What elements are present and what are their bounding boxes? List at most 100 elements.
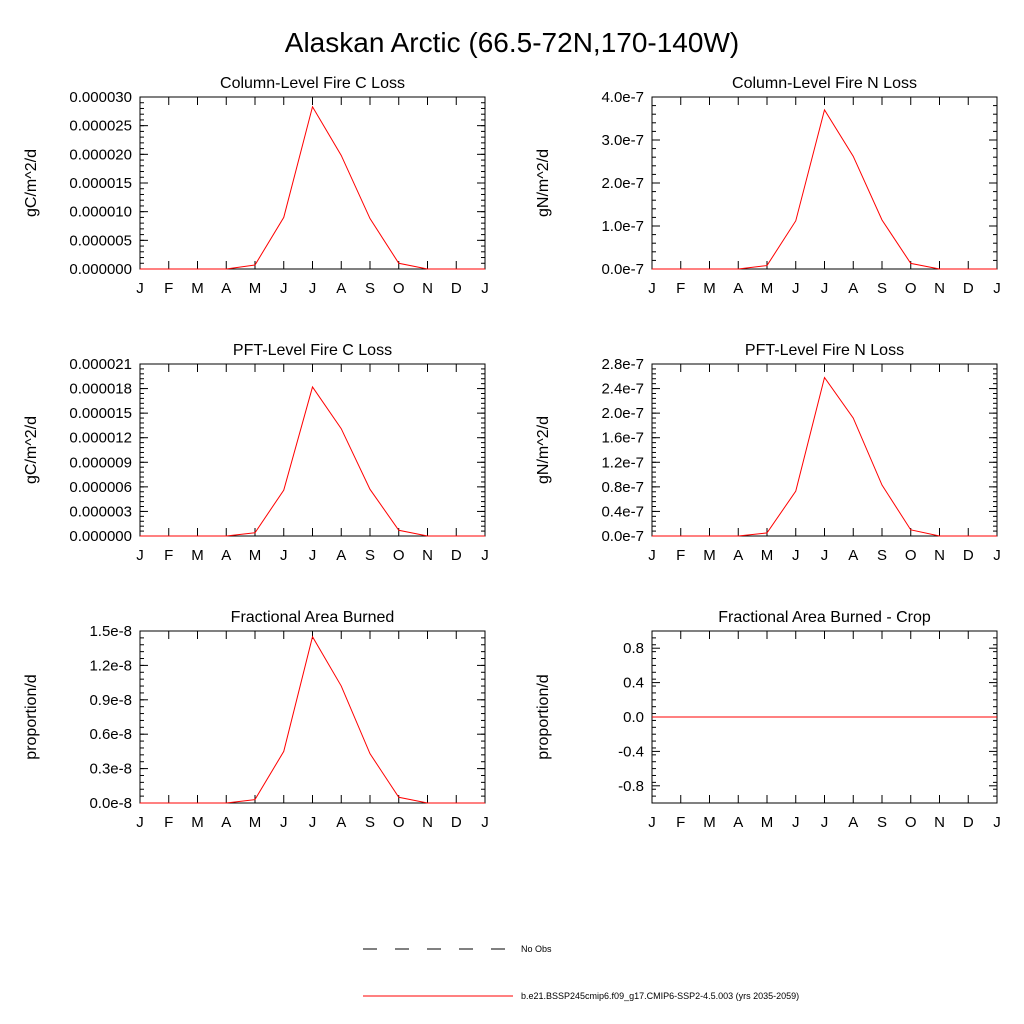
x-tick-label: A [848,280,858,297]
x-tick-label: J [648,547,656,564]
panel-title: Column-Level Fire C Loss [220,75,405,92]
x-tick-label: A [733,814,743,831]
x-tick-label: N [422,280,433,297]
y-tick-label: 1.2e-8 [89,657,132,674]
x-tick-label: S [877,280,887,297]
x-tick-label: S [365,280,375,297]
y-tick-label: 0.000020 [69,146,132,163]
y-tick-label: 0.000005 [69,232,132,249]
x-tick-label: O [905,280,917,297]
x-tick-label: A [336,814,346,831]
x-tick-label: F [676,280,685,297]
panel-title: Fractional Area Burned - Crop [718,609,931,626]
x-tick-label: N [934,814,945,831]
x-tick-label: A [733,547,743,564]
y-tick-label: 0.0e-7 [601,528,644,545]
x-tick-label: M [703,280,716,297]
y-tick-label: 0.000006 [69,479,132,496]
x-tick-label: J [280,814,288,831]
y-tick-label: 1.6e-7 [601,430,644,447]
x-tick-label: D [451,280,462,297]
plot-frame [651,363,998,537]
y-axis-label: gN/m^2/d [535,416,552,484]
x-tick-label: F [676,547,685,564]
series-line-1 [652,108,997,270]
y-tick-label: 0.4 [623,675,644,692]
x-tick-label: M [703,814,716,831]
x-tick-label: S [877,547,887,564]
x-tick-label: J [993,280,1001,297]
x-tick-label: J [792,280,800,297]
x-tick-label: O [905,547,917,564]
plot-frame [651,96,998,270]
y-tick-label: 2.0e-7 [601,175,644,192]
series-line-1 [140,635,485,804]
x-tick-label: M [191,547,204,564]
y-tick-label: 1.0e-7 [601,218,644,235]
y-tick-label: 0.0e-7 [601,261,644,278]
chart-panel-6: Fractional Area Burned - Crop proportion/… [535,609,1001,831]
x-tick-label: A [336,547,346,564]
y-tick-label: 3.0e-7 [601,132,644,149]
y-tick-label: 0.000025 [69,118,132,135]
x-tick-label: M [249,547,262,564]
x-tick-label: M [249,280,262,297]
y-tick-label: 0.000030 [69,89,132,106]
x-tick-label: A [221,280,231,297]
y-tick-label: 0.4e-7 [601,503,644,520]
series-line-1 [140,105,485,270]
x-tick-label: J [648,814,656,831]
x-tick-label: J [792,547,800,564]
x-tick-label: A [221,814,231,831]
y-tick-label: 1.2e-7 [601,454,644,471]
x-tick-label: J [648,280,656,297]
x-tick-label: M [761,547,774,564]
y-tick-label: 0.000015 [69,405,132,422]
y-tick-label: 0.000010 [69,204,132,221]
x-tick-label: N [934,280,945,297]
x-tick-label: D [963,547,974,564]
y-axis-label: gC/m^2/d [23,416,40,484]
y-tick-label: 1.5e-8 [89,623,132,640]
series-line-1 [652,376,997,537]
x-tick-label: S [877,814,887,831]
y-tick-label: 0.0 [623,709,644,726]
x-tick-label: F [164,814,173,831]
x-tick-label: J [792,814,800,831]
x-tick-label: J [481,814,489,831]
x-tick-label: J [136,280,144,297]
x-tick-label: F [164,280,173,297]
y-tick-label: 0.8e-7 [601,479,644,496]
x-tick-label: M [249,814,262,831]
x-tick-label: A [848,814,858,831]
x-tick-label: J [821,280,829,297]
y-tick-label: -0.4 [618,743,644,760]
y-tick-label: 0.000015 [69,175,132,192]
x-tick-label: J [309,280,317,297]
y-axis-label: proportion/d [535,674,552,759]
x-tick-label: N [422,547,433,564]
y-axis-label: proportion/d [23,674,40,759]
x-tick-label: J [993,814,1001,831]
y-tick-label: 4.0e-7 [601,89,644,106]
x-tick-label: J [136,547,144,564]
x-tick-label: O [905,814,917,831]
y-tick-label: 0.0e-8 [89,795,132,812]
x-tick-label: O [393,547,405,564]
y-tick-label: 0.000009 [69,454,132,471]
x-tick-label: J [993,547,1001,564]
x-tick-label: F [164,547,173,564]
x-tick-label: D [963,814,974,831]
y-axis-label: gC/m^2/d [23,149,40,217]
y-tick-label: -0.8 [618,778,644,795]
x-tick-label: D [451,814,462,831]
y-tick-label: 0.000003 [69,503,132,520]
x-tick-label: N [422,814,433,831]
x-tick-label: O [393,814,405,831]
